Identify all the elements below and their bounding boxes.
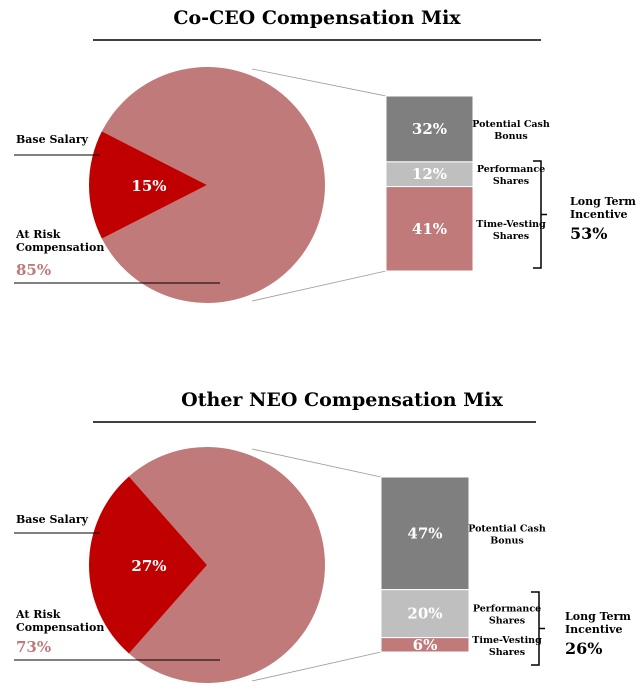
at-risk-label-line2: Compensation — [16, 621, 104, 634]
category-label-performance-shares: Performance — [477, 164, 545, 175]
category-label-line2-potential-cash-bonus: Bonus — [494, 131, 528, 142]
bar-segment-potential-cash-bonus — [385, 95, 474, 163]
lti-pct-label: 26% — [565, 639, 602, 658]
bar-segment-potential-cash-bonus — [380, 476, 470, 591]
base-salary-pct-label: 15% — [131, 177, 166, 195]
category-label-line2-performance-shares: Shares — [489, 616, 525, 627]
category-label-potential-cash-bonus: Potential Cash — [468, 523, 546, 534]
connector-line-bottom — [251, 270, 387, 302]
at-risk-label-line2: Compensation — [16, 241, 104, 254]
category-label-line2-time-vesting-shares: Shares — [489, 647, 525, 658]
chart-title: Co-CEO Compensation Mix — [173, 7, 461, 29]
base-salary-label: Base Salary — [16, 133, 89, 146]
lti-bracket — [533, 160, 547, 269]
connector-line-bottom — [251, 651, 382, 682]
lti-pct-label: 53% — [570, 224, 607, 243]
category-label-potential-cash-bonus: Potential Cash — [472, 119, 550, 130]
bar-label-performance-shares: 12% — [412, 165, 447, 183]
other-neo-panel: Other NEO Compensation Mix 27% Base Salary… — [14, 389, 631, 683]
at-risk-pct-label: 85% — [16, 261, 51, 279]
connector-line-top — [251, 68, 387, 97]
category-label-line2-potential-cash-bonus: Bonus — [490, 535, 524, 546]
category-label-line2-time-vesting-shares: Shares — [493, 231, 529, 242]
lti-label: Long Term — [565, 610, 631, 623]
bar-segment-time-vesting-shares — [385, 186, 474, 272]
lti-label-line2: Incentive — [570, 208, 628, 221]
bar-label-potential-cash-bonus: 32% — [412, 120, 447, 138]
lti-bracket — [531, 591, 545, 666]
category-label-time-vesting-shares: Time-Vesting — [476, 219, 546, 230]
bar-segment-time-vesting-shares — [380, 637, 470, 653]
bar-label-time-vesting-shares: 6% — [413, 636, 438, 654]
lti-label-line2: Incentive — [565, 623, 623, 636]
category-label-line2-performance-shares: Shares — [493, 176, 529, 187]
lti-label: Long Term — [570, 195, 636, 208]
bar-label-time-vesting-shares: 41% — [412, 220, 447, 238]
bar-segment-performance-shares — [380, 589, 470, 639]
co-ceo-panel: Co-CEO Compensation Mix 15% Base Salary At … — [14, 7, 636, 303]
pie-slice-base-salary — [88, 476, 207, 654]
at-risk-label: At Risk — [15, 228, 61, 241]
pie-slice-at-risk — [128, 446, 325, 683]
pie-slice-at-risk — [101, 66, 325, 303]
bar-label-potential-cash-bonus: 47% — [407, 524, 442, 542]
category-label-time-vesting-shares: Time-Vesting — [472, 635, 542, 646]
at-risk-pct-label: 73% — [16, 638, 51, 656]
at-risk-label: At Risk — [15, 608, 61, 621]
pie-slice-base-salary — [88, 131, 207, 239]
chart-title: Other NEO Compensation Mix — [181, 389, 503, 411]
category-label-performance-shares: Performance — [473, 604, 541, 615]
bar-label-performance-shares: 20% — [407, 605, 442, 623]
bar-segment-performance-shares — [385, 161, 474, 188]
base-salary-pct-label: 27% — [131, 557, 166, 575]
base-salary-label: Base Salary — [16, 513, 89, 526]
connector-line-top — [251, 448, 382, 478]
